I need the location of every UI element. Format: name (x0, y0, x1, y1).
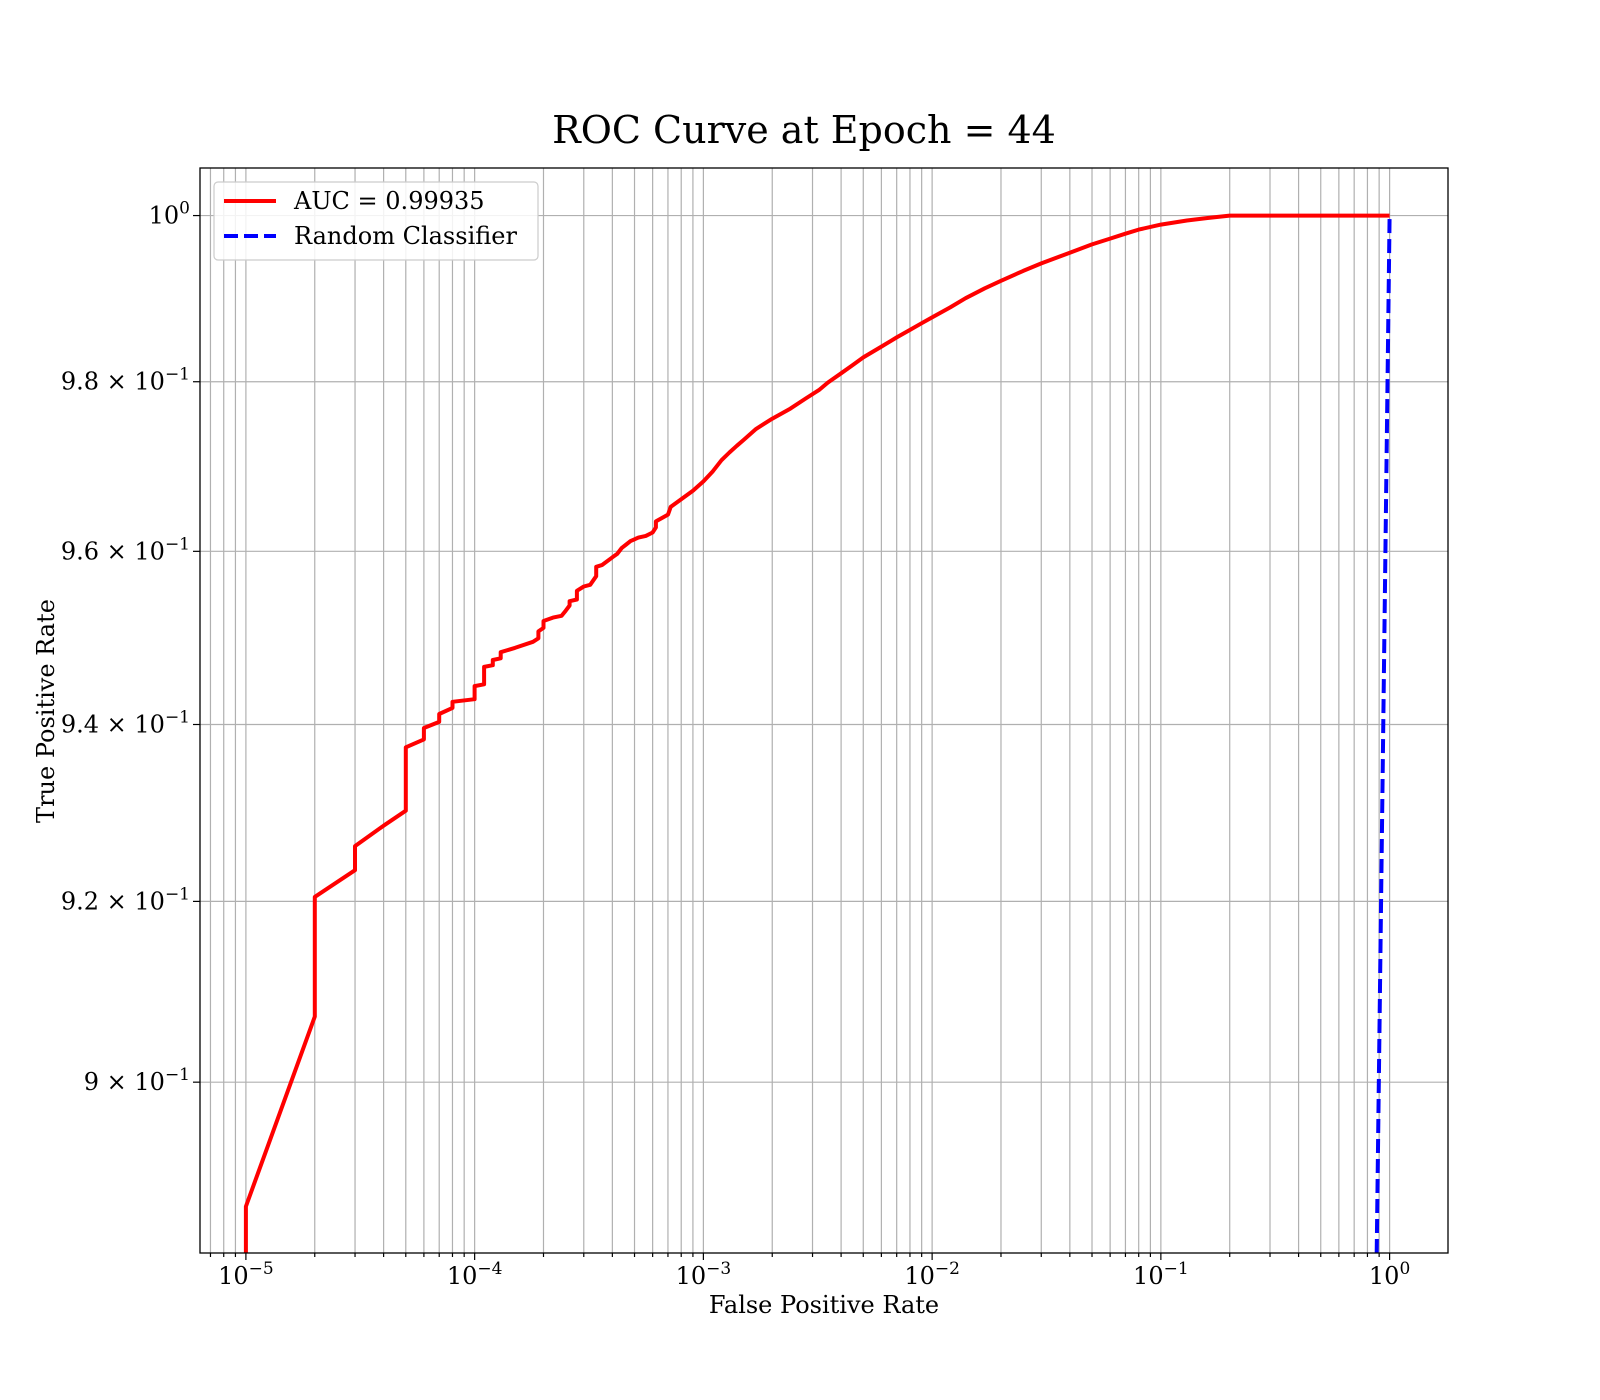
x-tick-label: 100 (1369, 1259, 1410, 1290)
random-classifier-line (1374, 215, 1392, 1253)
y-tick-label: 9 × 10−1 (84, 1065, 190, 1096)
y-tick-label: 9.4 × 10−1 (61, 707, 190, 738)
x-tick-label: 10−3 (676, 1259, 732, 1290)
y-tick-label: 9.8 × 10−1 (61, 365, 190, 396)
x-tick-label: 10−2 (904, 1259, 960, 1290)
legend-label-auc: AUC = 0.99935 (293, 187, 485, 215)
data-lines (243, 213, 1392, 1253)
plot-frame (199, 167, 1449, 1254)
roc-curve-line (243, 213, 1390, 1253)
y-tick-label: 9.2 × 10−1 (61, 884, 190, 915)
x-tick-label: 10−5 (218, 1259, 274, 1290)
y-tick-label: 9.6 × 10−1 (61, 534, 190, 565)
x-axis-label: False Positive Rate (709, 1291, 939, 1319)
legend-label-random: Random Classifier (294, 222, 517, 250)
x-tick-label: 10−4 (447, 1259, 503, 1290)
y-axis-label: True Positive Rate (32, 599, 60, 823)
y-axis-ticks: 9 × 10−1 9.2 × 10−1 9.4 × 10−1 9.6 × 10−1 9.… (61, 199, 200, 1096)
x-axis-ticks: 10−5 10−4 10−3 10−2 10−1 100 (209, 1253, 1410, 1290)
y-tick-label: 100 (149, 199, 190, 230)
legend: AUC = 0.99935 Random Classifier (213, 181, 539, 261)
legend-box (213, 181, 539, 261)
x-tick-label: 10−1 (1133, 1259, 1189, 1290)
grid-lines (200, 168, 1448, 1253)
chart-title: ROC Curve at Epoch = 44 (552, 108, 1056, 152)
